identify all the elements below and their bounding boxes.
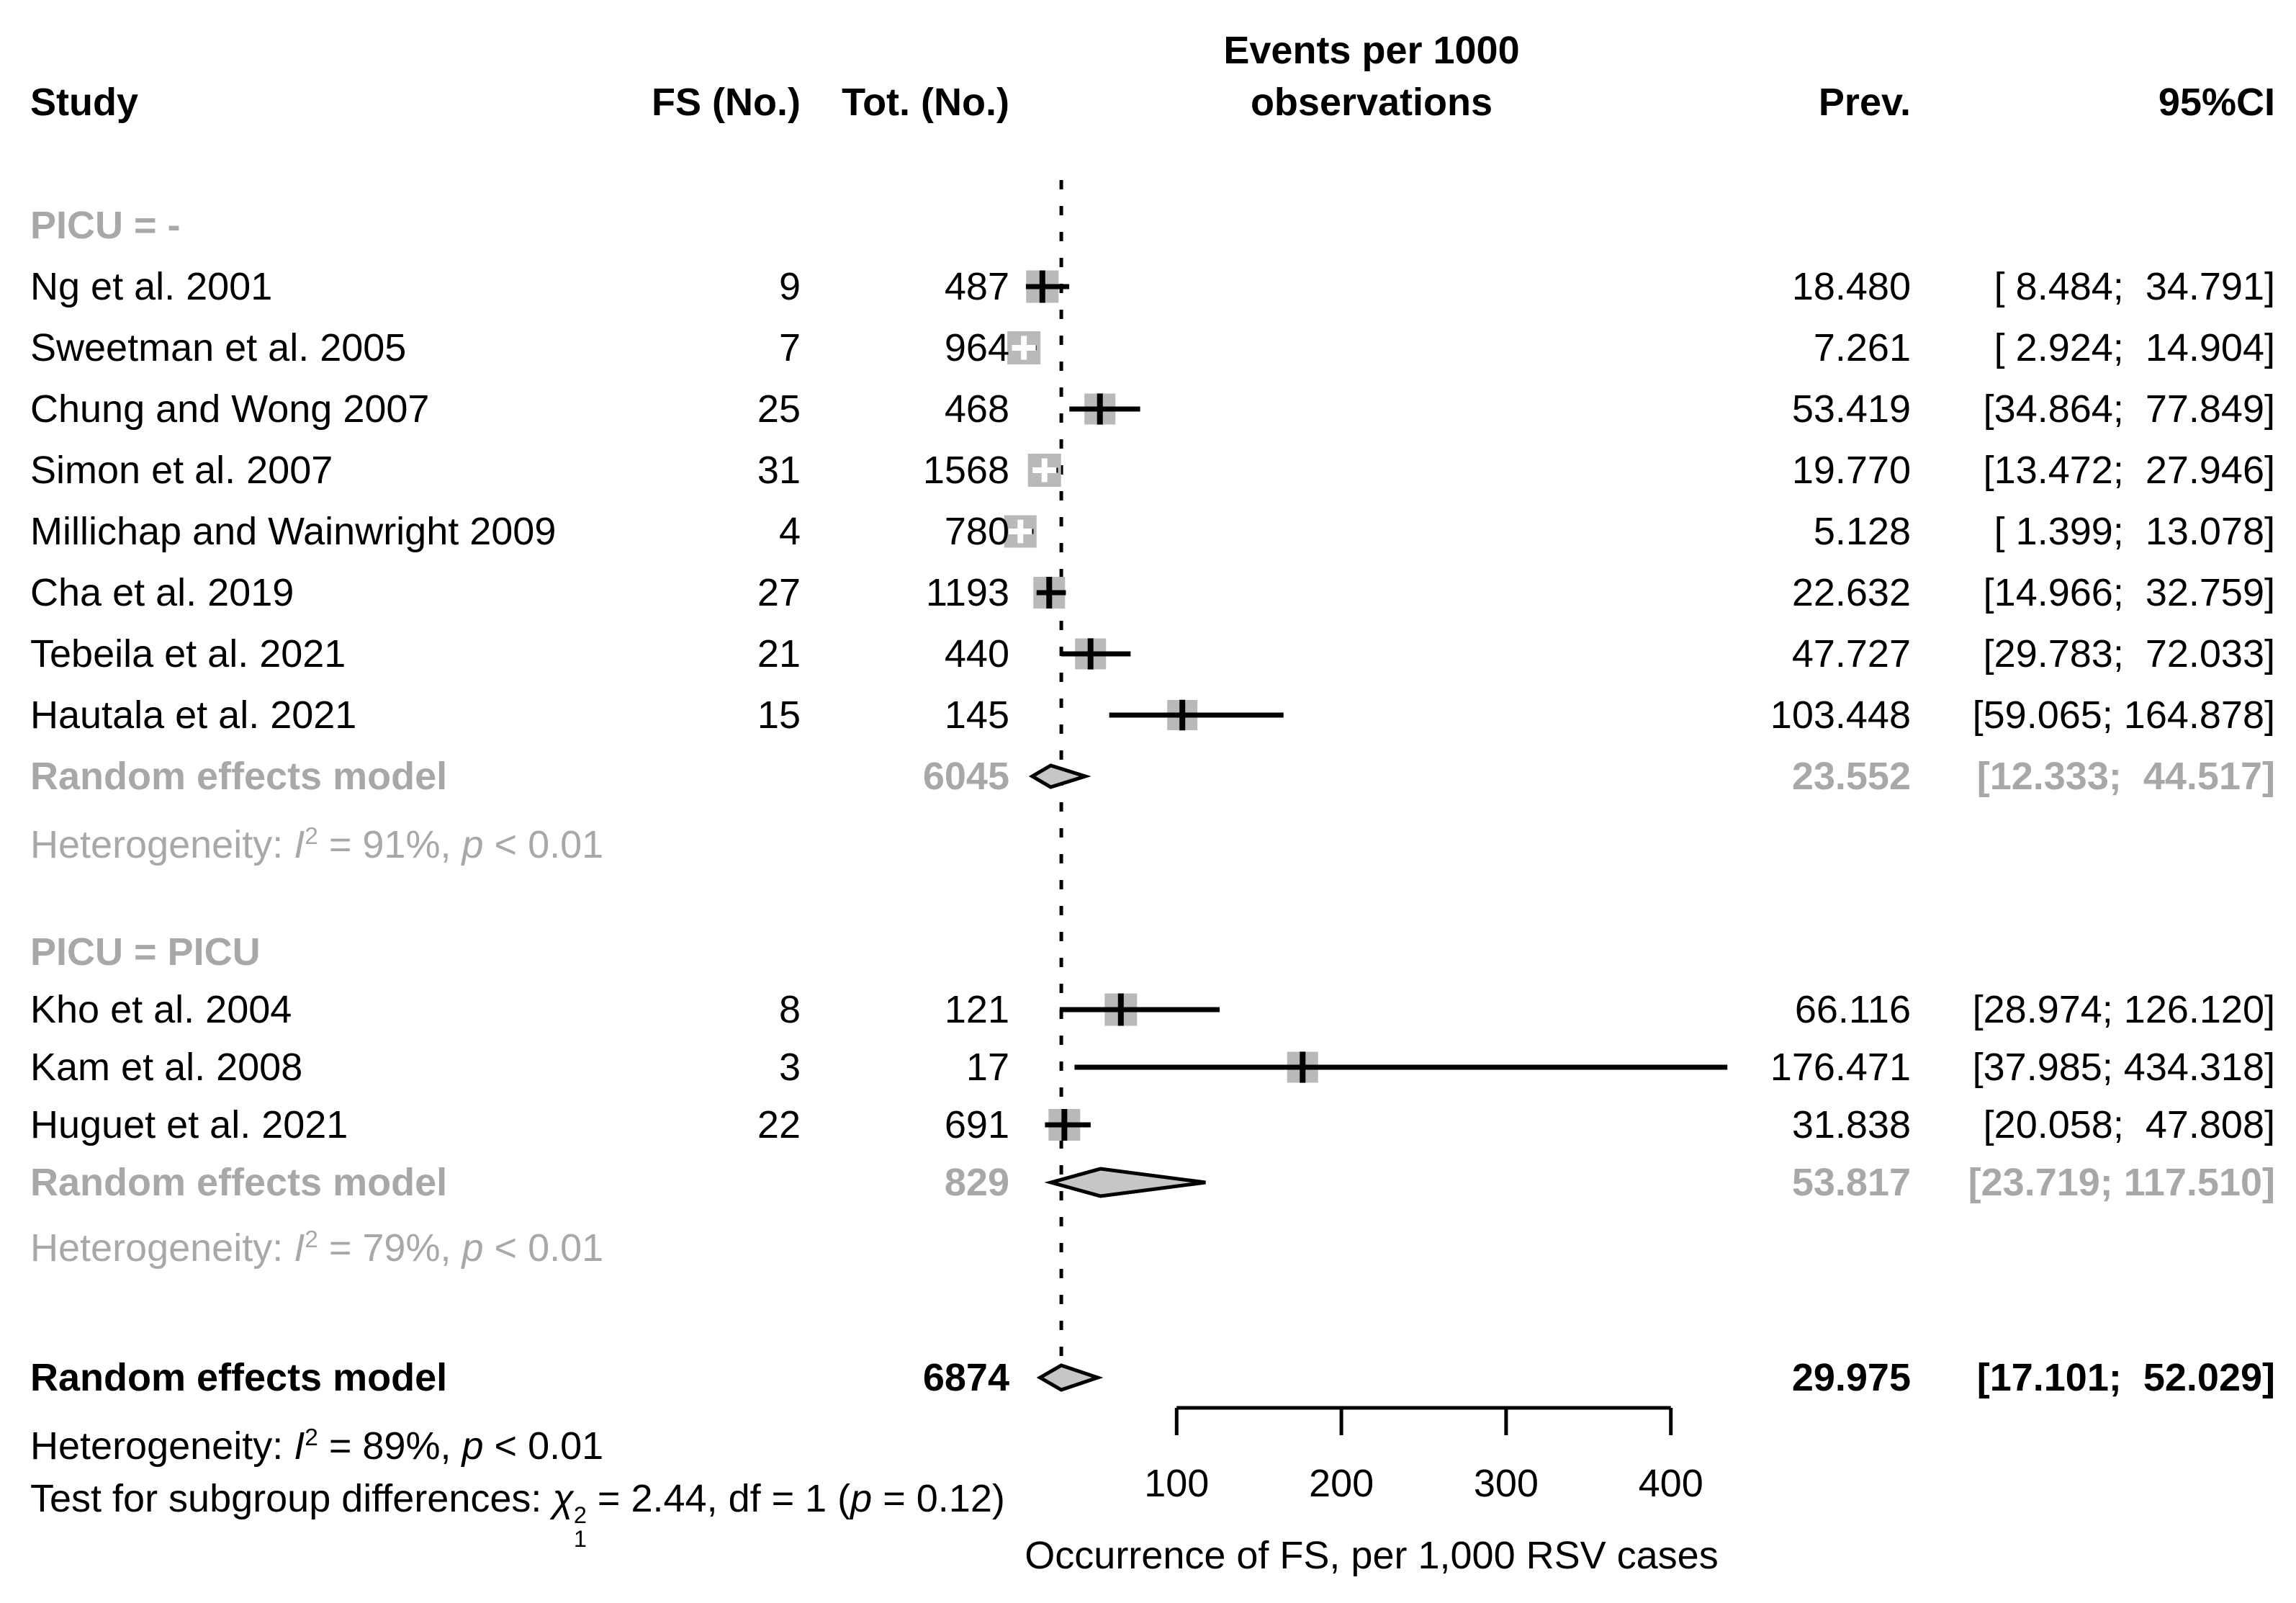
fs-value: 27	[757, 571, 801, 614]
column-header-ci: 95%CI	[2158, 81, 2275, 124]
heterogeneity-note: Heterogeneity: I2 = 89%, p < 0.01	[30, 1424, 604, 1468]
summary-ci: [12.333; 44.517]	[1976, 755, 2275, 798]
events-header-line2: observations	[1250, 81, 1493, 124]
ci-value: [28.974; 126.120]	[1972, 988, 2275, 1031]
tot-value: 1193	[925, 571, 1009, 614]
study-name: Ng et al. 2001	[30, 265, 273, 308]
tot-value: 440	[944, 632, 1009, 675]
subgroup-diamond	[1044, 1167, 1206, 1198]
prev-value: 53.419	[1791, 387, 1911, 431]
fs-value: 25	[757, 387, 801, 431]
fs-value: 21	[757, 632, 801, 675]
fs-value: 4	[778, 510, 801, 553]
tot-value: 121	[944, 988, 1009, 1031]
summary-label: Random effects model	[30, 755, 448, 798]
study-name: Sweetman et al. 2005	[30, 326, 407, 369]
summary-tot: 829	[944, 1161, 1009, 1204]
summary-tot: 6874	[922, 1356, 1009, 1399]
x-axis-tick-label: 200	[1309, 1462, 1374, 1505]
prev-value: 7.261	[1813, 326, 1911, 369]
subgroup-label: PICU = PICU	[30, 930, 261, 974]
summary-label: Random effects model	[30, 1161, 448, 1204]
tot-value: 17	[965, 1046, 1009, 1089]
x-axis-tick-label: 300	[1474, 1462, 1539, 1505]
tot-value: 780	[944, 510, 1009, 553]
heterogeneity-note: Heterogeneity: I2 = 91%, p < 0.01	[30, 823, 604, 866]
study-name: Kam et al. 2008	[30, 1046, 303, 1089]
prev-value: 47.727	[1791, 632, 1911, 675]
summary-ci: [17.101; 52.029]	[1976, 1356, 2275, 1399]
tot-value: 487	[944, 265, 1009, 308]
ci-value: [37.985; 434.318]	[1972, 1046, 2275, 1089]
fs-value: 9	[778, 265, 801, 308]
study-name: Huguet et al. 2021	[30, 1103, 348, 1146]
ci-value: [ 8.484; 34.791]	[1994, 265, 2275, 308]
study-name: Hautala et al. 2021	[30, 693, 357, 737]
events-header-line1: Events per 1000	[1223, 29, 1520, 72]
tot-value: 691	[944, 1103, 1009, 1146]
prev-value: 22.632	[1791, 571, 1911, 614]
column-header-tot: Tot. (No.)	[842, 81, 1009, 124]
summary-prev: 29.975	[1791, 1356, 1911, 1399]
prev-value: 19.770	[1791, 449, 1911, 492]
column-header-fs: FS (No.)	[652, 81, 801, 124]
heterogeneity-note: Heterogeneity: I2 = 79%, p < 0.01	[30, 1226, 604, 1270]
ci-value: [ 2.924; 14.904]	[1994, 326, 2275, 369]
overall-diamond	[1036, 1363, 1104, 1392]
ci-value: [59.065; 164.878]	[1972, 693, 2275, 737]
fs-value: 3	[778, 1046, 801, 1089]
fs-value: 8	[778, 988, 801, 1031]
summary-label: Random effects model	[30, 1356, 448, 1399]
summary-ci: [23.719; 117.510]	[1968, 1161, 2275, 1204]
study-name: Cha et al. 2019	[30, 571, 294, 614]
prev-value: 66.116	[1794, 988, 1911, 1031]
prev-value: 5.128	[1813, 510, 1911, 553]
study-name: Kho et al. 2004	[30, 988, 292, 1031]
subgroup-label: PICU = -	[30, 204, 181, 247]
ci-value: [29.783; 72.033]	[1983, 632, 2275, 675]
column-header-prev: Prev.	[1818, 81, 1911, 124]
ci-value: [13.472; 27.946]	[1983, 449, 2275, 492]
ci-value: [ 1.399; 13.078]	[1994, 510, 2275, 553]
tot-value: 145	[944, 693, 1009, 737]
prev-value: 18.480	[1791, 265, 1911, 308]
ci-value: [20.058; 47.808]	[1983, 1103, 2275, 1146]
fs-value: 15	[757, 693, 801, 737]
study-name: Millichap and Wainwright 2009	[30, 510, 557, 553]
subgroup-diamond	[1028, 763, 1091, 789]
summary-prev: 53.817	[1791, 1161, 1911, 1204]
summary-prev: 23.552	[1791, 755, 1911, 798]
x-axis-tick-label: 400	[1639, 1462, 1703, 1505]
study-name: Chung and Wong 2007	[30, 387, 430, 431]
fs-value: 22	[757, 1103, 801, 1146]
study-name: Simon et al. 2007	[30, 449, 333, 492]
study-name: Tebeila et al. 2021	[30, 632, 346, 675]
tot-value: 1568	[922, 449, 1009, 492]
prev-value: 103.448	[1770, 693, 1911, 737]
prev-value: 31.838	[1791, 1103, 1911, 1146]
fs-value: 31	[757, 449, 801, 492]
ci-value: [34.864; 77.849]	[1983, 387, 2275, 431]
prev-value: 176.471	[1770, 1046, 1911, 1089]
x-axis-title: Occurrence of FS, per 1,000 RSV cases	[1025, 1534, 1719, 1577]
column-header-study: Study	[30, 81, 139, 124]
tot-value: 468	[944, 387, 1009, 431]
tot-value: 964	[944, 326, 1009, 369]
fs-value: 7	[778, 326, 801, 369]
ci-value: [14.966; 32.759]	[1983, 571, 2275, 614]
summary-tot: 6045	[922, 755, 1009, 798]
x-axis-tick-label: 100	[1144, 1462, 1209, 1505]
